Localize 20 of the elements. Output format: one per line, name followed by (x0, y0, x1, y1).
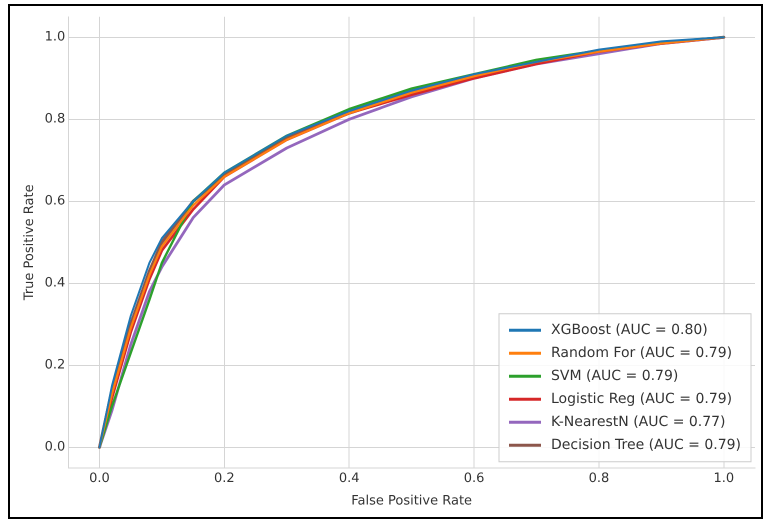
legend-label: SVM (AUC = 0.79) (551, 368, 678, 384)
legend-label: Logistic Reg (AUC = 0.79) (551, 390, 732, 407)
x-tick-label: 0.0 (89, 470, 110, 486)
x-tick-label: 1.0 (713, 470, 734, 486)
x-tick-label: 0.6 (464, 470, 484, 486)
legend-label: K-NearestN (AUC = 0.77) (551, 414, 726, 430)
y-tick-label: 0.0 (44, 440, 66, 455)
x-axis-title: False Positive Rate (351, 494, 472, 509)
x-tick-label: 0.2 (214, 470, 235, 486)
y-tick-label: 0.8 (44, 112, 66, 127)
y-axis-title: True Positive Rate (22, 184, 38, 302)
x-tick-label: 0.8 (588, 470, 610, 486)
x-tick-label: 0.4 (338, 470, 360, 486)
legend-label: Random For (AUC = 0.79) (551, 344, 732, 361)
legend-label: XGBoost (AUC = 0.80) (551, 322, 708, 338)
y-tick-label: 0.2 (44, 358, 66, 373)
legend-label: Decision Tree (AUC = 0.79) (551, 436, 741, 453)
y-tick-label: 0.4 (44, 276, 66, 291)
y-tick-label: 1.0 (44, 30, 66, 45)
y-tick-label: 0.6 (44, 194, 66, 209)
